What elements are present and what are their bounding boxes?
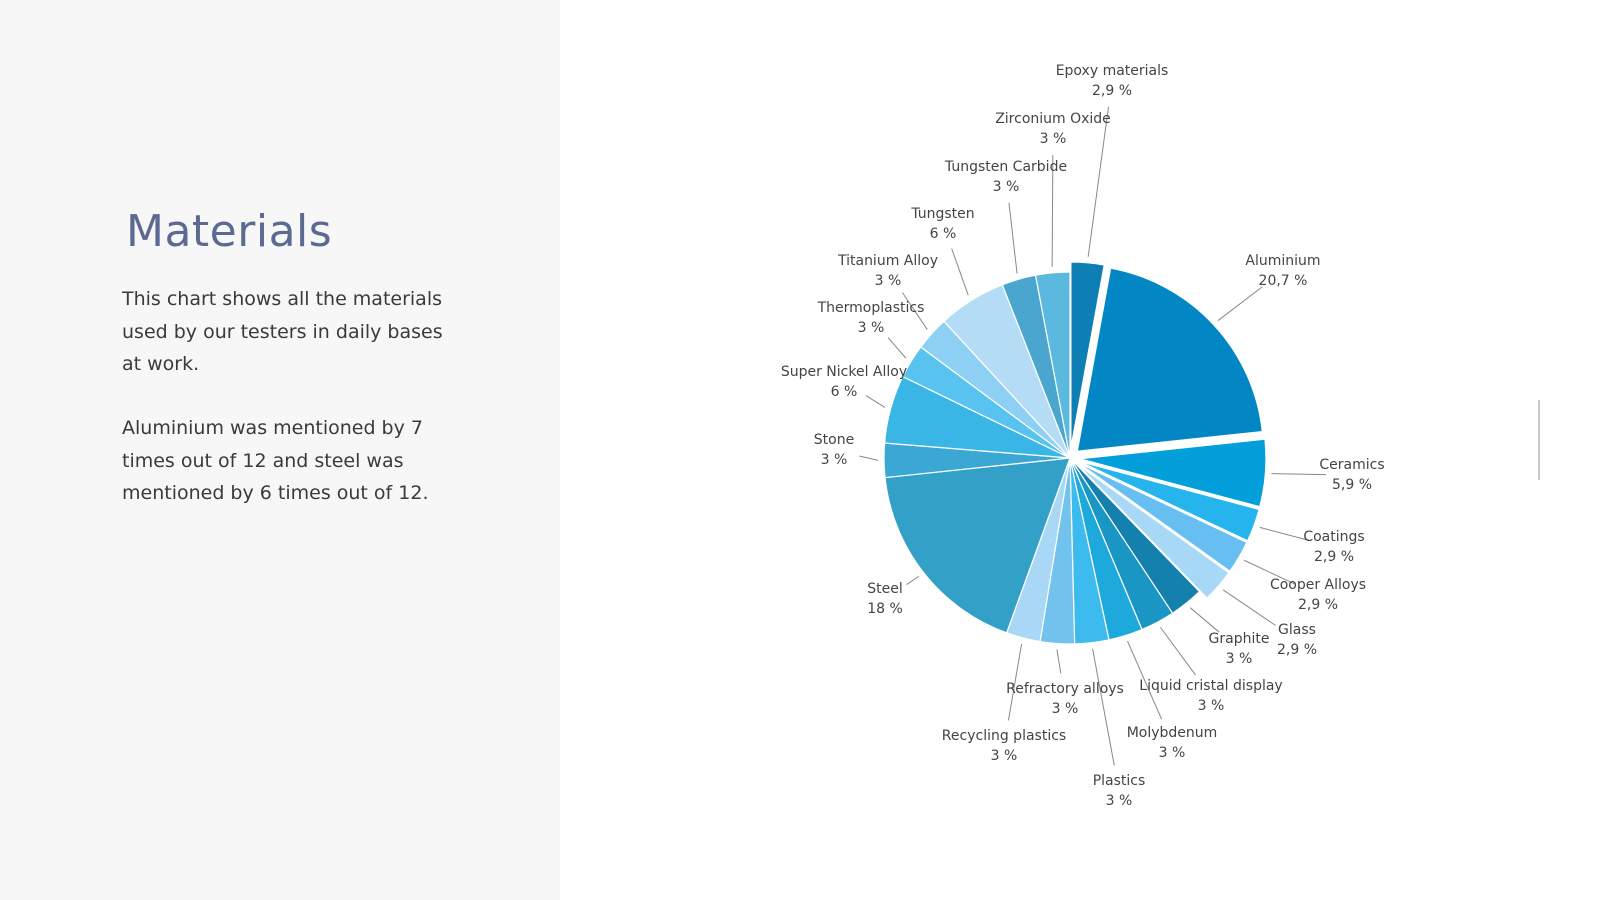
- leader-line-thermoplastics: [887, 337, 907, 359]
- leader-line-cooper-alloys: [1243, 559, 1295, 585]
- leader-line-zirconium-oxide: [1051, 154, 1054, 267]
- slice-label-recycling-plastics: Recycling plastics 3 %: [942, 728, 1066, 764]
- leader-line-refractory-alloys: [1056, 649, 1062, 674]
- leader-line-epoxy-materials: [1087, 106, 1110, 257]
- pie-slices: [883, 261, 1267, 645]
- leader-line-aluminium: [1217, 286, 1263, 321]
- slice-label-thermoplastics: Thermoplastics 3 %: [817, 300, 925, 336]
- chart-summary: Aluminium was mentioned by 7 times out o…: [122, 417, 429, 504]
- slice-label-molybdenum: Molybdenum 3 %: [1127, 725, 1218, 761]
- slice-label-coatings: Coatings 2,9 %: [1303, 529, 1364, 565]
- slice-label-plastics: Plastics 3 %: [1093, 773, 1146, 809]
- pie-slice-glass[interactable]: [1077, 464, 1230, 599]
- pie-slice-zirconium-oxide[interactable]: [1034, 271, 1071, 459]
- leader-line-stone: [859, 455, 879, 461]
- leader-line-tungsten-carbide: [1008, 202, 1018, 274]
- slice-labels: Epoxy materials 2,9 % Aluminium 20,7 % Ceram…: [781, 63, 1385, 809]
- leader-line-glass: [1222, 589, 1276, 626]
- page-title: Materials: [126, 206, 333, 257]
- slice-label-stone: Stone 3 %: [814, 432, 854, 468]
- leader-line-plastics: [1092, 648, 1115, 766]
- slice-label-tungsten-carbide: Tungsten Carbide 3 %: [944, 159, 1067, 195]
- leader-line-steel: [906, 575, 920, 585]
- leader-line-tungsten: [951, 248, 969, 296]
- slice-label-graphite: Graphite 3 %: [1209, 631, 1270, 667]
- leader-line-coatings: [1259, 526, 1309, 541]
- leader-line-graphite: [1189, 607, 1220, 633]
- slice-label-super-nickel-alloy: Super Nickel Alloy 6 %: [781, 364, 907, 400]
- slice-label-aluminium: Aluminium 20,7 %: [1245, 253, 1320, 289]
- slice-label-ceramics: Ceramics 5,9 %: [1319, 457, 1384, 493]
- slice-label-glass: Glass 2,9 %: [1277, 622, 1317, 658]
- info-panel: Materials This chart shows all the mater…: [0, 0, 560, 900]
- label-leader-lines: [859, 106, 1327, 766]
- pie-slice-steel[interactable]: [884, 457, 1071, 634]
- chart-description: This chart shows all the materials used …: [122, 288, 443, 375]
- pie-slice-coatings[interactable]: [1079, 460, 1260, 542]
- pie-slice-ceramics[interactable]: [1079, 438, 1267, 508]
- slice-label-refractory-alloys: Refractory alloys 3 %: [1006, 681, 1124, 717]
- slice-label-liquid-cristal-display: Liquid cristal display 3 %: [1139, 678, 1282, 714]
- slice-label-tungsten: Tungsten 6 %: [910, 206, 974, 242]
- slice-label-epoxy-materials: Epoxy materials 2,9 %: [1056, 63, 1169, 99]
- leader-line-recycling-plastics: [1007, 643, 1023, 721]
- leader-line-molybdenum: [1127, 640, 1163, 720]
- leader-line-titanium-alloy: [902, 292, 928, 330]
- slice-label-zirconium-oxide: Zirconium Oxide 3 %: [995, 111, 1111, 147]
- leader-line-super-nickel-alloy: [865, 395, 886, 408]
- pie-slice-cooper-alloys[interactable]: [1078, 462, 1248, 573]
- leader-line-ceramics: [1271, 473, 1327, 476]
- pie-slice-aluminium[interactable]: [1076, 267, 1263, 452]
- pie-slice-epoxy-materials[interactable]: [1070, 261, 1105, 449]
- slice-label-steel: Steel 18 %: [867, 581, 903, 617]
- scroll-indicator[interactable]: [1538, 400, 1540, 480]
- slice-label-titanium-alloy: Titanium Alloy 3 %: [837, 253, 938, 289]
- slice-label-cooper-alloys: Cooper Alloys 2,9 %: [1270, 577, 1366, 613]
- leader-line-liquid-cristal-display: [1160, 627, 1196, 676]
